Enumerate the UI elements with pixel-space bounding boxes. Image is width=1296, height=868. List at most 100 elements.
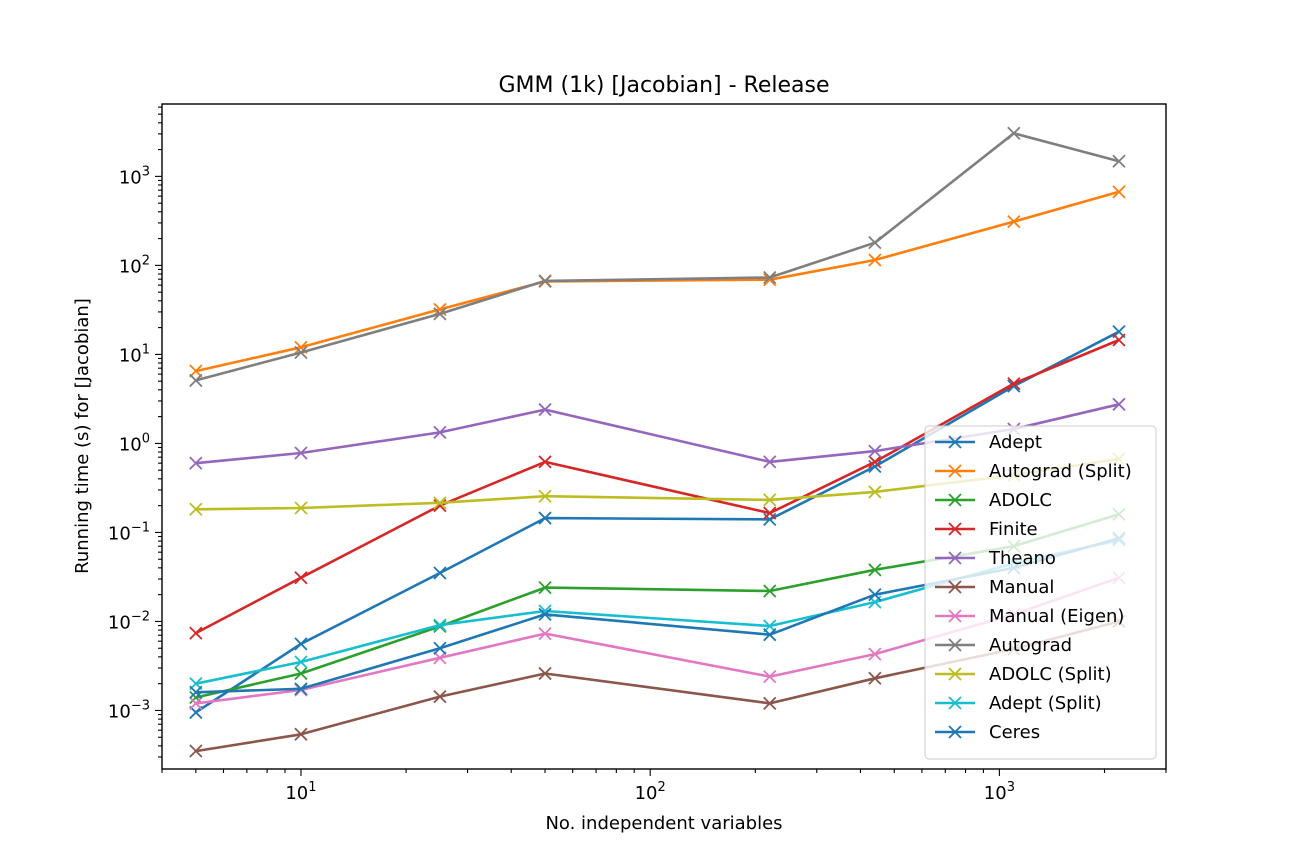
data-point-marker [294, 637, 308, 651]
data-point-marker [868, 485, 882, 499]
series-line [195, 338, 1120, 635]
data-point-marker [763, 493, 777, 507]
y-tick-label: 103 [119, 164, 150, 188]
data-point-marker [189, 502, 203, 516]
data-point-marker [294, 682, 308, 696]
data-point-marker [1007, 126, 1021, 140]
legend-box [924, 425, 1157, 760]
x-tick-label: 101 [285, 780, 316, 804]
legend-swatch-marker [948, 580, 962, 594]
legend-swatch-marker [948, 493, 962, 507]
y-tick-label: 101 [119, 342, 150, 366]
legend-entry-label: Manual [989, 577, 1054, 598]
legend-swatch-marker [948, 696, 962, 710]
data-point-marker [538, 489, 552, 503]
data-point-marker [294, 501, 308, 515]
legend-swatch-marker [948, 609, 962, 623]
data-point-marker [868, 671, 882, 685]
y-tick-label: 102 [119, 253, 150, 277]
legend-swatch-marker [948, 725, 962, 739]
data-point-marker [763, 584, 777, 598]
data-point-marker [763, 512, 777, 527]
data-point-marker [538, 607, 552, 622]
legend-entry-label: Adept (Split) [989, 693, 1102, 714]
legend-swatch-marker [948, 551, 962, 565]
data-point-marker [433, 496, 447, 510]
data-point-marker [294, 727, 308, 741]
data-point-marker [1007, 215, 1021, 229]
legend-swatch-marker [948, 638, 962, 652]
data-point-marker [433, 690, 447, 704]
legend-entry-label: Theano [988, 548, 1056, 569]
data-point-marker [189, 456, 203, 470]
data-point-marker [1112, 397, 1126, 411]
data-point-marker [538, 274, 552, 288]
data-point-marker [294, 345, 308, 360]
y-axis-label: Running time (s) for [Jacobian] [72, 298, 93, 574]
legend-swatch-marker [948, 435, 962, 449]
data-point-marker [1112, 185, 1126, 199]
data-point-marker [189, 685, 203, 699]
data-point-marker [868, 444, 882, 458]
data-point-marker [294, 571, 308, 585]
data-point-marker [294, 446, 308, 460]
data-point-marker [1112, 154, 1126, 168]
data-point-marker [1112, 333, 1126, 347]
data-point-marker [763, 669, 777, 684]
series-line [195, 330, 1120, 714]
data-point-marker [538, 455, 552, 469]
data-point-marker [868, 588, 882, 602]
data-point-marker [1007, 376, 1021, 391]
legend-entry-label: Manual (Eigen) [989, 606, 1124, 627]
y-tick-label: 100 [119, 431, 150, 455]
series-line [195, 132, 1120, 382]
series-group [189, 126, 1126, 758]
data-point-marker [189, 744, 203, 758]
data-point-marker [538, 580, 552, 595]
data-point-marker [868, 563, 882, 577]
data-point-marker [433, 641, 447, 655]
x-tick-label: 103 [984, 780, 1015, 804]
data-point-marker [538, 511, 552, 525]
data-point-marker [189, 373, 203, 388]
data-point-marker [294, 666, 308, 681]
data-point-marker [763, 696, 777, 711]
data-point-marker [538, 626, 552, 641]
data-point-marker [763, 270, 777, 285]
data-point-marker [189, 696, 203, 711]
legend-entry-label: Finite [989, 519, 1038, 540]
data-point-marker [868, 455, 882, 469]
plot-area: 101 102 103 10−3 10−2 10−1 100 101 102 103 [108, 103, 1167, 804]
y-tick-label: 10−1 [108, 520, 150, 544]
legend-entry-label: Autograd (Split) [989, 461, 1132, 482]
series-line [195, 190, 1120, 373]
legend-swatch-marker [948, 667, 962, 681]
data-point-marker [433, 425, 447, 440]
data-point-marker [433, 307, 447, 321]
legend-entry-label: Ceres [989, 722, 1040, 743]
x-tick-label: 102 [635, 780, 666, 804]
data-point-marker [538, 402, 552, 417]
data-point-marker [868, 253, 882, 267]
x-axis-label: No. independent variables [545, 813, 782, 834]
data-point-marker [433, 651, 447, 665]
data-point-marker [433, 566, 447, 580]
legend-entry-label: Autograd [989, 635, 1072, 656]
legend: Adept Autograd (Split) ADOLC Finite Theano Ma… [924, 425, 1157, 760]
data-point-marker [868, 647, 882, 661]
data-point-marker [763, 506, 777, 520]
plot-frame [161, 103, 1167, 770]
legend-entry-label: ADOLC (Split) [989, 664, 1112, 685]
data-point-marker [763, 628, 777, 642]
y-tick-label: 10−3 [108, 698, 150, 722]
data-point-marker [189, 626, 203, 640]
data-point-marker [189, 364, 203, 378]
legend-entry-label: ADOLC [989, 490, 1052, 511]
legend-swatch-marker [948, 464, 962, 478]
data-point-marker [868, 236, 882, 250]
data-point-marker [538, 666, 552, 681]
legend-swatch-marker [948, 522, 962, 536]
data-point-marker [763, 455, 777, 469]
